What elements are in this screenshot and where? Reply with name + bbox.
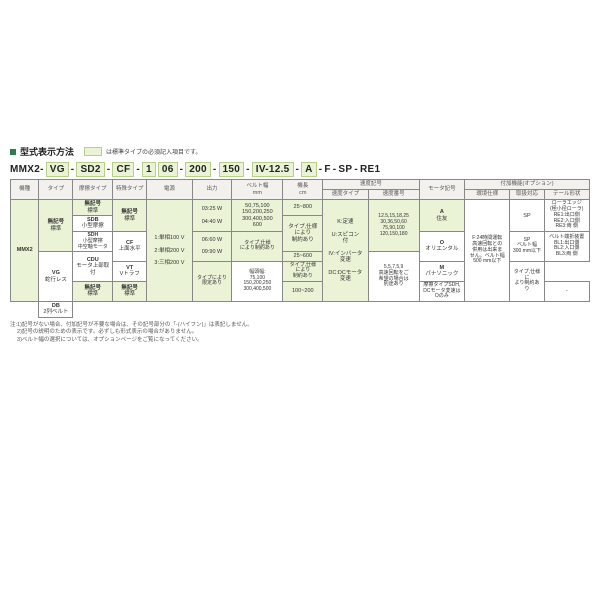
cell-kishu: MMX2 [11, 200, 39, 302]
th-power: 電源 [147, 180, 192, 200]
model-seg-11: - [213, 164, 217, 175]
cell-len-c: 25~600 [283, 252, 323, 261]
model-seg-8: 06 [158, 162, 178, 177]
model-code-row: MMX2-VG-SD2-CF-106-200-150-IV-12.5-A-F-S… [10, 162, 590, 177]
th-speed: 速度記号 [323, 180, 419, 190]
model-seg-14: IV-12.5 [252, 162, 294, 177]
cell-type1: 無記号標準 [39, 200, 73, 252]
th-belt: ベルト幅mm [232, 180, 283, 200]
model-seg-1: VG [46, 162, 69, 177]
model-seg-0: MMX2- [10, 164, 44, 175]
cell-motor-d: 摩擦タイプSDH,DCモータ変速はOのみ [419, 281, 464, 301]
footnotes: 注:1)記号がない場合、付加記号が不要な場合は、その記号部分の「-(ハイフン)」… [10, 322, 590, 345]
th-length: 機長cm [283, 180, 323, 200]
cell-out-c: タイプにより限定あり [192, 261, 232, 302]
th-special: 特殊タイプ [113, 180, 147, 200]
cell-type3: DB2列ベルト [39, 302, 73, 318]
cell-tail-a: ローラエッジ(極小径ローラ)RE1:出口側RE2:入口側RE3:両 側 [544, 200, 590, 232]
title-row: 型式表示方法 は標準タイプの必須記入項目です。 [10, 145, 590, 158]
cell-belt-b: タイプ,仕様により制約あり [232, 232, 283, 262]
th-speed-type: 速度タイプ [323, 190, 368, 200]
spec-table: 機種 タイプ 摩擦タイプ 特殊タイプ 電源 出力 ベルト幅mm 機長cm 速度記… [10, 179, 590, 318]
cell-out-b: 06:60 W 09:90 W [192, 232, 232, 262]
th-env: 環境仕様 [465, 190, 510, 200]
cell-fric-e: 無記号標準 [73, 281, 113, 301]
model-seg-18: F [324, 164, 330, 175]
cell-len-a: 25~800 [283, 200, 323, 216]
model-seg-5: CF [112, 162, 134, 177]
cell-fric-c: SDH小型摩擦中空軸モータ [73, 232, 113, 252]
model-seg-20: SP [338, 164, 352, 175]
cell-speednum-b: 5,5,7,5,9高速回転をご希望の場合は別途あり [368, 252, 419, 302]
cell-env: F:24時間運転高速回転との併用は出来ません。ベルト幅500 mm以下 [465, 200, 510, 302]
th-friction: 摩擦タイプ [73, 180, 113, 200]
model-seg-6: - [136, 164, 140, 175]
cell-spec-a: 無記号標準 [113, 200, 147, 232]
cell-len-d: タイプ,仕様により制約あり [283, 261, 323, 281]
cell-motor-c: Mパナソニック [419, 261, 464, 281]
note-3: 3)ベルト幅の選択については、オプションページをご覧になってください。 [10, 337, 590, 345]
model-seg-19: - [333, 164, 337, 175]
cell-spec-d: 無記号標準 [113, 281, 147, 301]
model-seg-3: SD2 [76, 162, 104, 177]
th-speed-num: 速度番号 [368, 190, 419, 200]
model-seg-21: - [354, 164, 358, 175]
cell-fric-b: SDB小型摩擦 [73, 215, 113, 231]
cell-handle-c: - [544, 281, 590, 301]
th-type: タイプ [39, 180, 73, 200]
cell-power: 1:単相100 V 2:単相200 V 3:三相200 V [147, 200, 192, 302]
section-title: 型式表示方法 [20, 145, 74, 158]
cell-belt-c: 幅頭幅:75,100150,200,250300,400,500 [232, 261, 283, 302]
th-kishu: 機種 [11, 180, 39, 200]
model-seg-15: - [296, 164, 300, 175]
model-seg-10: 200 [185, 162, 211, 177]
legend-color-box [84, 147, 102, 156]
model-seg-2: - [71, 164, 75, 175]
model-seg-7: 1 [142, 162, 156, 177]
note-2: 2)記号の説明のための表示です。必ずしも形式表示の場合がありません。 [10, 329, 590, 337]
th-tail: テール形状 [544, 190, 590, 200]
cell-spec-c: VTVトラフ [113, 261, 147, 281]
cell-belt-a: 50,75,100150,200,250300,400,500600 [232, 200, 283, 232]
cell-speednum-a: 12.5,15,18,2530,36,50,6075,90,100120,150… [368, 200, 419, 252]
cell-tail-b: ベルト端折装置BL1:出口側BL2:入口側BL3:両 側 [544, 232, 590, 262]
cell-len-e: 100~200 [283, 281, 323, 301]
legend-text: は標準タイプの必須記入項目です。 [106, 147, 201, 156]
model-seg-13: - [246, 164, 250, 175]
model-seg-17: - [319, 164, 323, 175]
model-seg-9: - [180, 164, 184, 175]
cell-motor-b: Oオリエンタル [419, 232, 464, 262]
cell-handle-b: SPベルト幅300 mm以下 [510, 232, 544, 262]
cell-tail-c: タイプ,仕様により制約あり [510, 261, 544, 302]
cell-out-a: 03:25 W 04:40 W [192, 200, 232, 232]
th-motor: モータ記号 [419, 180, 464, 200]
model-seg-12: 150 [219, 162, 245, 177]
cell-fric-a: 無記号標準 [73, 200, 113, 216]
cell-spec-b: CF上面水平 [113, 232, 147, 262]
title-square-icon [10, 149, 16, 155]
cell-type2: VG蛇行レス [39, 252, 73, 302]
cell-fric-d: CDUモータ上部取付 [73, 252, 113, 282]
th-handle: 取扱対応 [510, 190, 544, 200]
model-seg-22: RE1 [360, 164, 380, 175]
cell-motor-a: A住友 [419, 200, 464, 232]
cell-speedtype: K:定速 U:スピコン付 IV:インバータ変速 DC:DCモータ変速 [323, 200, 368, 302]
cell-len-b: タイプ,仕様により制約あり [283, 215, 323, 251]
model-seg-4: - [107, 164, 111, 175]
content-area: 型式表示方法 は標準タイプの必須記入項目です。 MMX2-VG-SD2-CF-1… [0, 0, 600, 345]
th-output: 出力 [192, 180, 232, 200]
cell-handle-a: SP [510, 200, 544, 232]
th-option: 付加機能(オプション) [465, 180, 590, 190]
model-seg-16: A [301, 162, 317, 177]
